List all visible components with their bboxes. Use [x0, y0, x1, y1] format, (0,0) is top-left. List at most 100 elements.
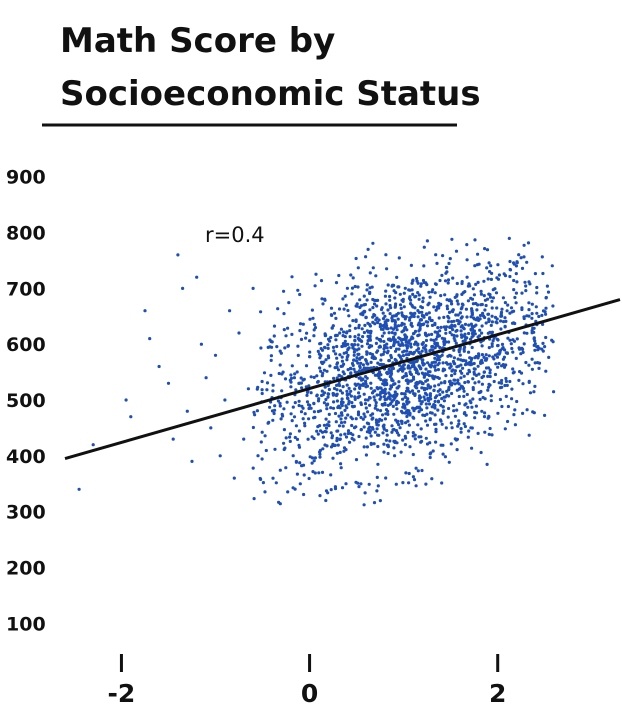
data-point — [275, 345, 279, 349]
data-point — [333, 485, 337, 489]
data-point — [261, 481, 265, 485]
data-point — [386, 445, 390, 449]
data-point — [299, 376, 303, 380]
x-tick-label: 0 — [301, 679, 318, 708]
data-point — [316, 349, 320, 353]
data-point — [392, 344, 396, 348]
data-point — [438, 345, 442, 350]
data-point — [458, 369, 463, 373]
data-point — [325, 369, 329, 373]
data-point — [527, 363, 531, 367]
data-point — [404, 436, 408, 440]
data-point — [397, 343, 401, 347]
data-point — [348, 324, 352, 328]
data-point — [440, 397, 444, 401]
data-point — [522, 315, 526, 319]
data-point — [337, 373, 341, 377]
data-point — [370, 285, 374, 289]
data-point — [294, 388, 298, 392]
data-point — [451, 328, 455, 332]
data-point — [322, 368, 326, 372]
data-point — [308, 350, 312, 354]
data-point — [279, 417, 283, 421]
data-point — [328, 364, 332, 368]
data-point — [366, 398, 370, 402]
data-point — [379, 377, 383, 382]
data-point — [268, 338, 272, 342]
data-point — [351, 319, 355, 323]
data-point — [402, 322, 406, 326]
data-point — [401, 375, 405, 380]
data-point — [323, 385, 327, 389]
data-point — [381, 311, 385, 315]
data-point — [455, 299, 459, 303]
data-point — [289, 412, 293, 416]
data-point — [461, 366, 465, 370]
data-point — [364, 453, 368, 457]
data-point — [362, 503, 366, 507]
data-point — [283, 346, 287, 350]
data-point — [340, 359, 344, 363]
data-point — [535, 285, 539, 290]
data-point — [406, 364, 411, 368]
data-point — [541, 271, 545, 276]
data-point — [456, 302, 460, 306]
data-point — [316, 380, 320, 384]
data-point — [359, 428, 363, 432]
data-point — [300, 404, 304, 408]
data-point — [436, 389, 440, 393]
data-point — [491, 339, 495, 343]
data-point — [455, 448, 459, 452]
data-point — [466, 372, 470, 376]
data-point — [336, 368, 341, 372]
data-point — [312, 375, 316, 379]
data-point — [503, 348, 507, 352]
data-point — [479, 450, 483, 455]
data-point — [253, 413, 257, 417]
data-point — [276, 307, 280, 311]
data-point — [404, 315, 408, 319]
data-point — [495, 337, 499, 341]
data-point — [287, 301, 291, 305]
data-point — [417, 293, 421, 297]
data-point — [420, 349, 424, 353]
data-point — [321, 447, 325, 451]
data-point — [335, 356, 339, 360]
data-point — [474, 404, 478, 408]
data-point — [414, 385, 418, 389]
data-point — [506, 303, 510, 307]
data-point — [347, 399, 351, 403]
data-point — [288, 432, 292, 436]
data-point — [400, 341, 404, 346]
data-point — [292, 376, 296, 380]
data-point — [425, 312, 429, 316]
data-point — [471, 287, 475, 291]
data-point — [376, 444, 380, 449]
data-point — [389, 385, 394, 389]
data-point — [522, 342, 526, 346]
data-point — [364, 315, 368, 319]
data-point — [463, 403, 467, 407]
data-point — [307, 476, 311, 481]
data-point — [290, 332, 294, 336]
data-point — [425, 387, 429, 391]
data-point — [395, 400, 399, 404]
data-point — [271, 383, 275, 387]
data-point — [433, 413, 437, 417]
data-point — [489, 264, 493, 268]
data-point — [270, 409, 275, 413]
data-point — [467, 331, 471, 336]
data-point — [461, 339, 465, 343]
data-point — [520, 306, 524, 310]
data-point — [385, 346, 389, 350]
data-point — [365, 352, 369, 356]
data-point — [367, 428, 371, 432]
data-point — [416, 323, 420, 327]
data-point — [359, 383, 363, 387]
data-point — [455, 334, 459, 338]
chart-title: Math Score by Socioeconomic Status — [42, 21, 481, 127]
data-point — [483, 298, 487, 302]
data-point — [301, 417, 305, 421]
data-point — [382, 442, 386, 446]
data-point — [343, 432, 347, 436]
